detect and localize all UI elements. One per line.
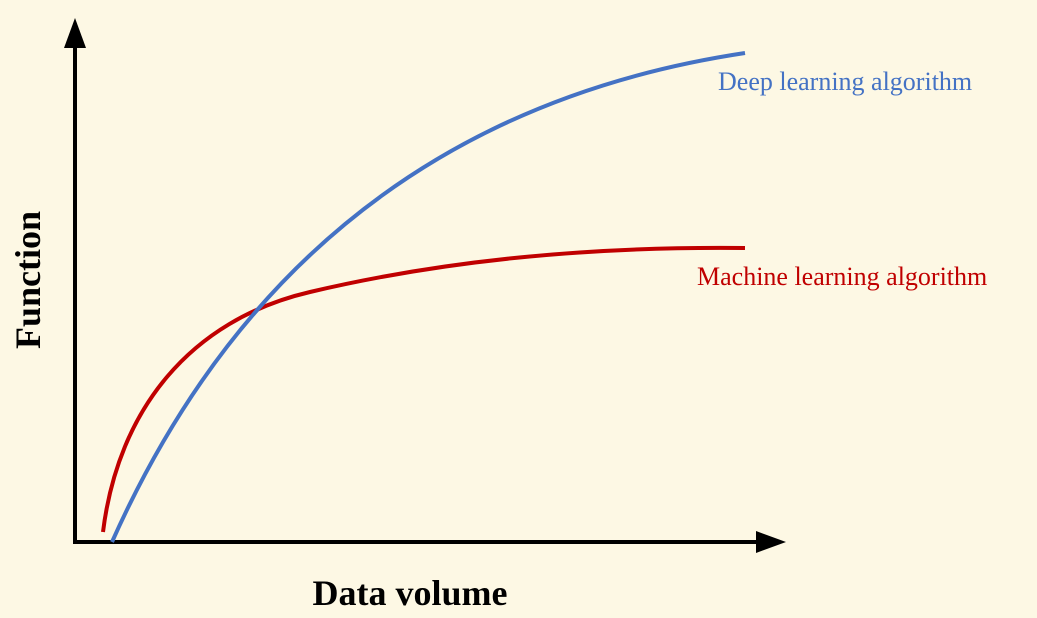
machine-learning-curve bbox=[101, 245, 746, 533]
y-axis-arrow bbox=[64, 18, 86, 48]
curve-label: Machine learning algorithm bbox=[697, 262, 987, 291]
curve-label: Deep learning algorithm bbox=[718, 67, 972, 96]
x-axis-arrow bbox=[756, 531, 786, 553]
x-axis-label: Data volume bbox=[313, 573, 508, 613]
y-axis-label: Function bbox=[8, 211, 48, 349]
deep-learning-curve bbox=[110, 51, 746, 543]
